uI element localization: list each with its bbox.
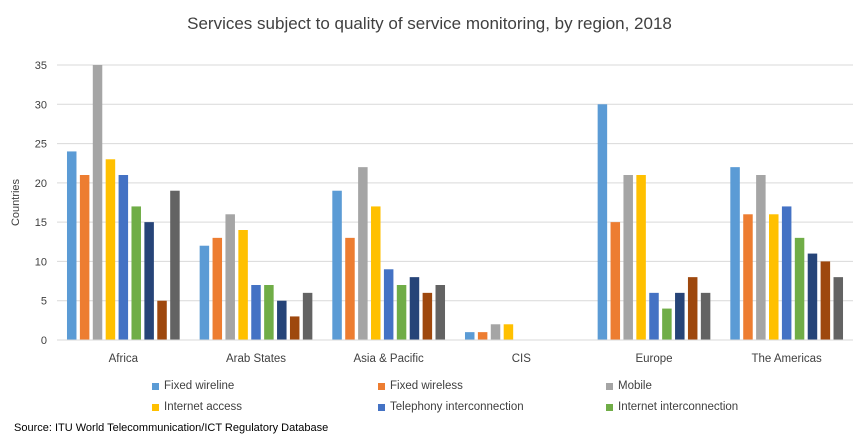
bar xyxy=(435,285,446,340)
y-tick-label: 10 xyxy=(35,256,47,268)
bar xyxy=(332,190,342,340)
y-tick-label: 0 xyxy=(41,335,47,347)
legend-label: Mobile xyxy=(618,380,652,392)
bar xyxy=(345,237,355,340)
bar xyxy=(302,292,313,340)
y-tick-label: 25 xyxy=(35,139,47,151)
legend-item-fixed-wireline: Fixed wireline xyxy=(152,380,234,392)
bar xyxy=(371,206,381,340)
x-category-label: Asia & Pacific xyxy=(354,353,425,365)
bar xyxy=(781,206,792,340)
x-category-label: Arab States xyxy=(226,353,286,365)
source-note: Source: ITU World Telecommunication/ICT … xyxy=(14,422,329,434)
bar-chart: 0 5 10 15 20 25 30 35 Countries Africa Arab States… xyxy=(10,60,853,365)
bar xyxy=(422,292,433,340)
legend-swatch xyxy=(378,403,385,411)
bar xyxy=(79,175,90,340)
bar xyxy=(820,261,831,340)
bar xyxy=(105,159,116,340)
y-tick-label: 15 xyxy=(35,217,47,229)
bar xyxy=(833,277,844,340)
bar xyxy=(807,253,818,340)
bar xyxy=(477,332,488,340)
legend-swatch xyxy=(606,403,613,411)
bar xyxy=(118,175,129,340)
y-axis-label: Countries xyxy=(10,178,22,226)
y-tick-label: 5 xyxy=(41,296,47,308)
bar xyxy=(743,214,753,340)
y-tick-label: 35 xyxy=(35,60,47,72)
bar xyxy=(490,324,501,340)
y-tick-label: 20 xyxy=(35,178,47,190)
bar xyxy=(170,190,180,340)
legend-item-internet-interconnection: Internet interconnection xyxy=(606,401,738,413)
bar xyxy=(238,230,248,340)
bar xyxy=(623,175,633,340)
x-category-label: The Americas xyxy=(752,353,823,365)
legend-item-fixed-wireless: Fixed wireless xyxy=(378,380,463,392)
chart-title: Services subject to quality of service m… xyxy=(187,14,672,33)
legend-label: Telephony interconnection xyxy=(390,401,524,413)
bar xyxy=(251,285,261,340)
legend-label: Internet interconnection xyxy=(618,401,739,413)
bar xyxy=(409,277,420,340)
y-tick-label: 30 xyxy=(35,99,47,111)
bar xyxy=(794,237,805,340)
bar xyxy=(92,65,103,340)
bar xyxy=(730,167,740,340)
bar xyxy=(225,214,235,340)
bar xyxy=(289,316,300,340)
legend-label: Internet access xyxy=(164,401,242,413)
legend-label: Fixed wireline xyxy=(164,380,235,392)
legend-swatch xyxy=(378,382,385,390)
bar xyxy=(769,214,779,340)
x-category-label: CIS xyxy=(512,353,532,365)
bar xyxy=(199,245,210,340)
bar xyxy=(662,308,672,340)
bar xyxy=(358,167,368,340)
legend-swatch xyxy=(606,382,613,390)
x-category-label: Africa xyxy=(109,353,139,365)
bar xyxy=(144,222,154,340)
bar xyxy=(649,292,659,340)
legend-item-telephony-interconnection: Telephony interconnection xyxy=(378,401,524,413)
bar xyxy=(157,300,167,340)
x-category-label: Europe xyxy=(635,353,672,365)
bar xyxy=(700,292,711,340)
bar xyxy=(277,300,287,340)
legend-swatch xyxy=(152,403,159,411)
bar xyxy=(636,175,646,340)
legend-item-mobile: Mobile xyxy=(606,380,652,392)
bar xyxy=(66,151,77,340)
bar xyxy=(675,292,685,340)
bar xyxy=(503,324,514,340)
bar xyxy=(396,285,407,340)
bar xyxy=(383,269,394,340)
legend-swatch xyxy=(152,382,159,390)
bar xyxy=(131,206,141,340)
bar xyxy=(212,237,223,340)
bar xyxy=(597,104,608,341)
bar xyxy=(464,332,475,340)
bar xyxy=(610,222,621,340)
bar xyxy=(687,277,698,340)
legend-item-internet-access: Internet access xyxy=(152,401,242,413)
legend: Fixed wireline Fixed wireless Mobile Int… xyxy=(0,376,859,416)
bar xyxy=(264,285,274,340)
legend-label: Fixed wireless xyxy=(390,380,463,392)
bar xyxy=(756,175,766,340)
